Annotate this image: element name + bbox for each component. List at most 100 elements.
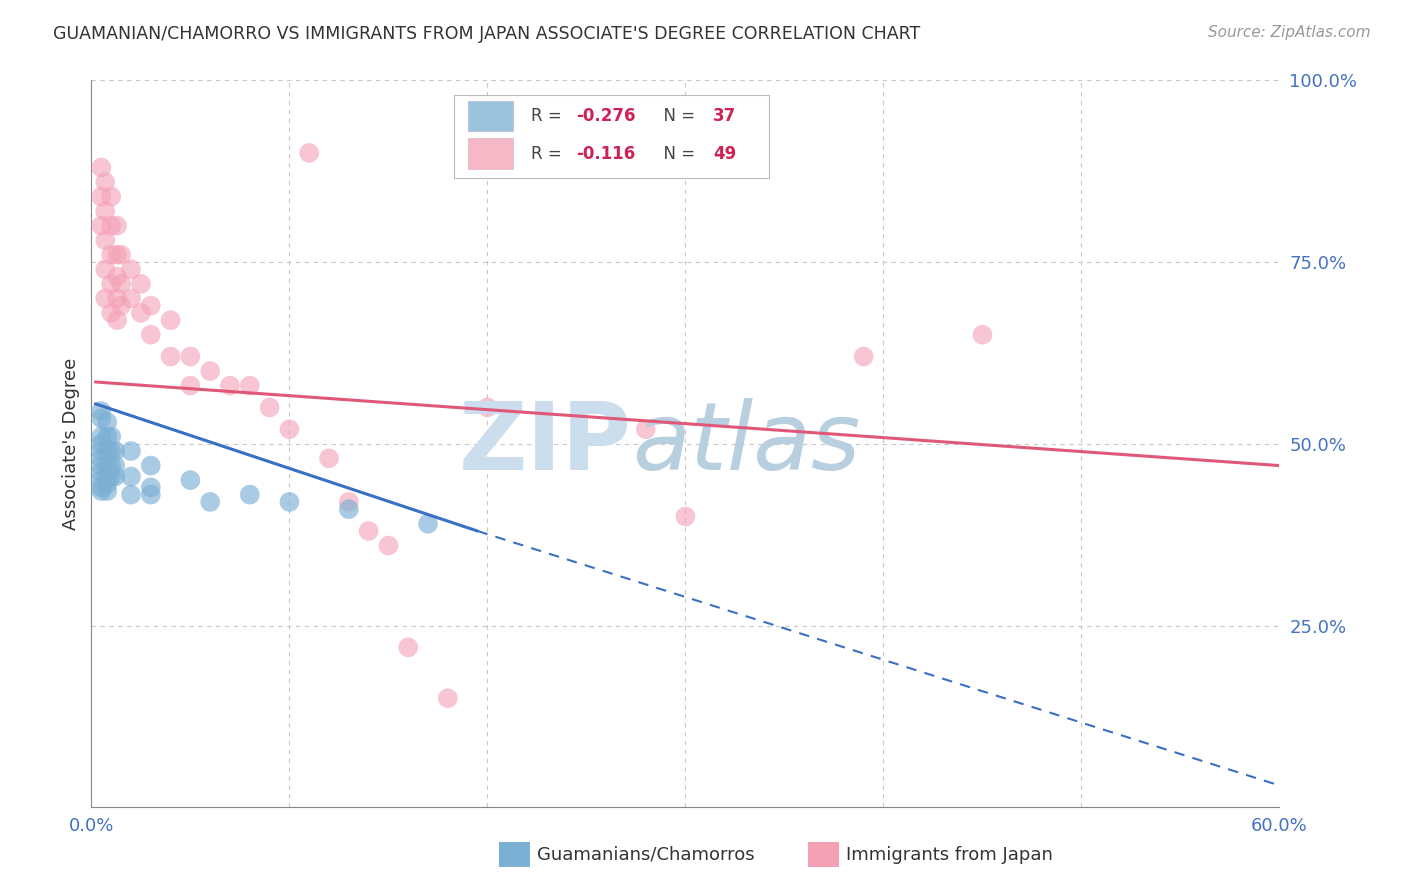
Point — [90, 404, 112, 418]
Point — [100, 248, 122, 262]
Point — [179, 378, 201, 392]
Point — [436, 691, 458, 706]
Point — [90, 437, 112, 451]
Text: 37: 37 — [713, 107, 735, 125]
Point — [298, 146, 321, 161]
Text: GUAMANIAN/CHAMORRO VS IMMIGRANTS FROM JAPAN ASSOCIATE'S DEGREE CORRELATION CHART: GUAMANIAN/CHAMORRO VS IMMIGRANTS FROM JA… — [53, 25, 921, 43]
Point — [120, 488, 142, 502]
FancyBboxPatch shape — [454, 95, 769, 178]
Point — [96, 476, 118, 491]
Point — [139, 488, 162, 502]
Point — [337, 495, 360, 509]
Point — [972, 327, 994, 342]
Text: 49: 49 — [713, 145, 735, 162]
Point — [90, 480, 112, 494]
Point — [673, 509, 696, 524]
Point — [129, 277, 152, 291]
Point — [139, 327, 162, 342]
Point — [318, 451, 340, 466]
Point — [90, 451, 112, 466]
Point — [239, 378, 262, 392]
Text: ZIP: ZIP — [460, 398, 631, 490]
Point — [96, 469, 118, 483]
Point — [120, 292, 142, 306]
Point — [94, 204, 117, 219]
Point — [278, 422, 301, 436]
Point — [90, 189, 112, 203]
Point — [100, 444, 122, 458]
Point — [179, 473, 201, 487]
Point — [90, 411, 112, 425]
Point — [96, 483, 118, 498]
Point — [90, 429, 112, 443]
Point — [100, 277, 122, 291]
Point — [96, 415, 118, 429]
Text: R =: R = — [531, 145, 567, 162]
Point — [259, 401, 281, 415]
Point — [100, 189, 122, 203]
Point — [94, 292, 117, 306]
Text: atlas: atlas — [631, 398, 860, 490]
Point — [94, 233, 117, 247]
Point — [90, 444, 112, 458]
Point — [100, 458, 122, 473]
Point — [200, 364, 222, 378]
Text: -0.116: -0.116 — [576, 145, 636, 162]
Point — [120, 444, 142, 458]
Text: R =: R = — [531, 107, 567, 125]
Point — [100, 469, 122, 483]
Text: Immigrants from Japan: Immigrants from Japan — [846, 846, 1053, 863]
Text: Guamanians/Chamorros: Guamanians/Chamorros — [537, 846, 755, 863]
Text: Source: ZipAtlas.com: Source: ZipAtlas.com — [1208, 25, 1371, 40]
Point — [90, 219, 112, 233]
Point — [96, 444, 118, 458]
Point — [90, 458, 112, 473]
Point — [219, 378, 242, 392]
Point — [357, 524, 380, 538]
Point — [100, 429, 122, 443]
Point — [139, 480, 162, 494]
Point — [129, 306, 152, 320]
Point — [104, 444, 127, 458]
Point — [634, 422, 657, 436]
Point — [139, 458, 162, 473]
Point — [110, 248, 132, 262]
Text: N =: N = — [654, 107, 700, 125]
Point — [200, 495, 222, 509]
Point — [104, 458, 127, 473]
Point — [90, 466, 112, 480]
Point — [159, 313, 181, 327]
Point — [94, 262, 117, 277]
Point — [90, 483, 112, 498]
Point — [94, 175, 117, 189]
Point — [377, 539, 399, 553]
Point — [337, 502, 360, 516]
Point — [96, 458, 118, 473]
Point — [105, 219, 128, 233]
Point — [100, 219, 122, 233]
Point — [100, 306, 122, 320]
FancyBboxPatch shape — [468, 101, 513, 131]
FancyBboxPatch shape — [468, 138, 513, 169]
Point — [159, 350, 181, 364]
Point — [139, 299, 162, 313]
Point — [90, 161, 112, 175]
Y-axis label: Associate's Degree: Associate's Degree — [62, 358, 80, 530]
Point — [105, 269, 128, 284]
Text: N =: N = — [654, 145, 700, 162]
Point — [416, 516, 439, 531]
Point — [477, 401, 499, 415]
Point — [396, 640, 419, 655]
Point — [90, 473, 112, 487]
Point — [105, 248, 128, 262]
Point — [110, 299, 132, 313]
Point — [852, 350, 875, 364]
Point — [104, 469, 127, 483]
Point — [179, 350, 201, 364]
Point — [105, 313, 128, 327]
Point — [120, 262, 142, 277]
Point — [96, 429, 118, 443]
Point — [105, 292, 128, 306]
Point — [110, 277, 132, 291]
Point — [278, 495, 301, 509]
